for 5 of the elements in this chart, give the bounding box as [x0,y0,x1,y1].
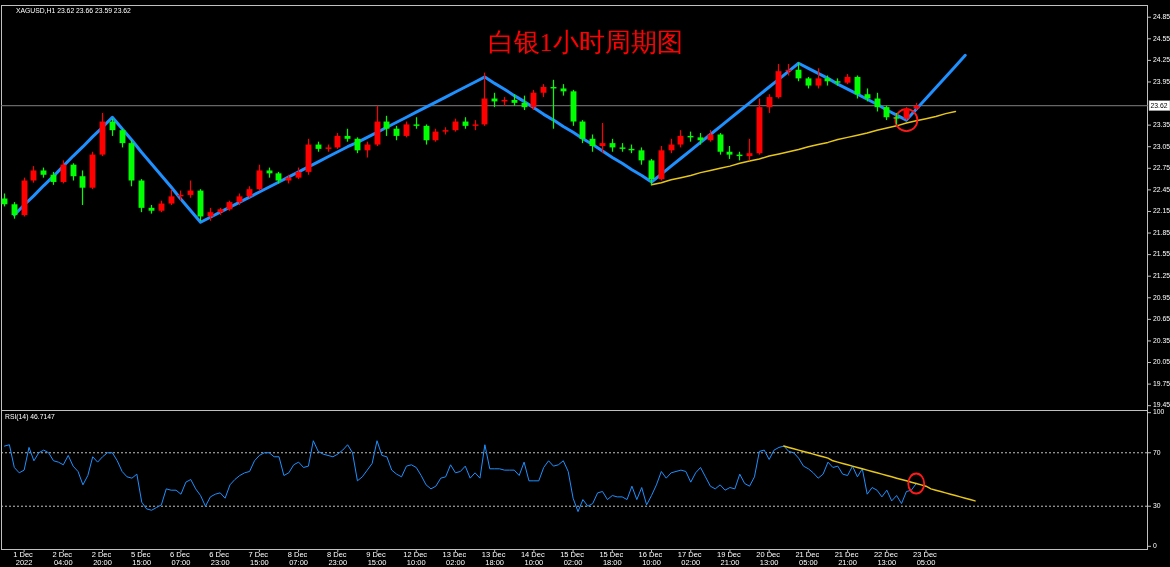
text: 白银1小时周期图 [487,28,683,57]
line-series [783,445,976,502]
line-series [650,110,957,186]
candlestick [815,67,822,90]
line-series [12,53,967,224]
